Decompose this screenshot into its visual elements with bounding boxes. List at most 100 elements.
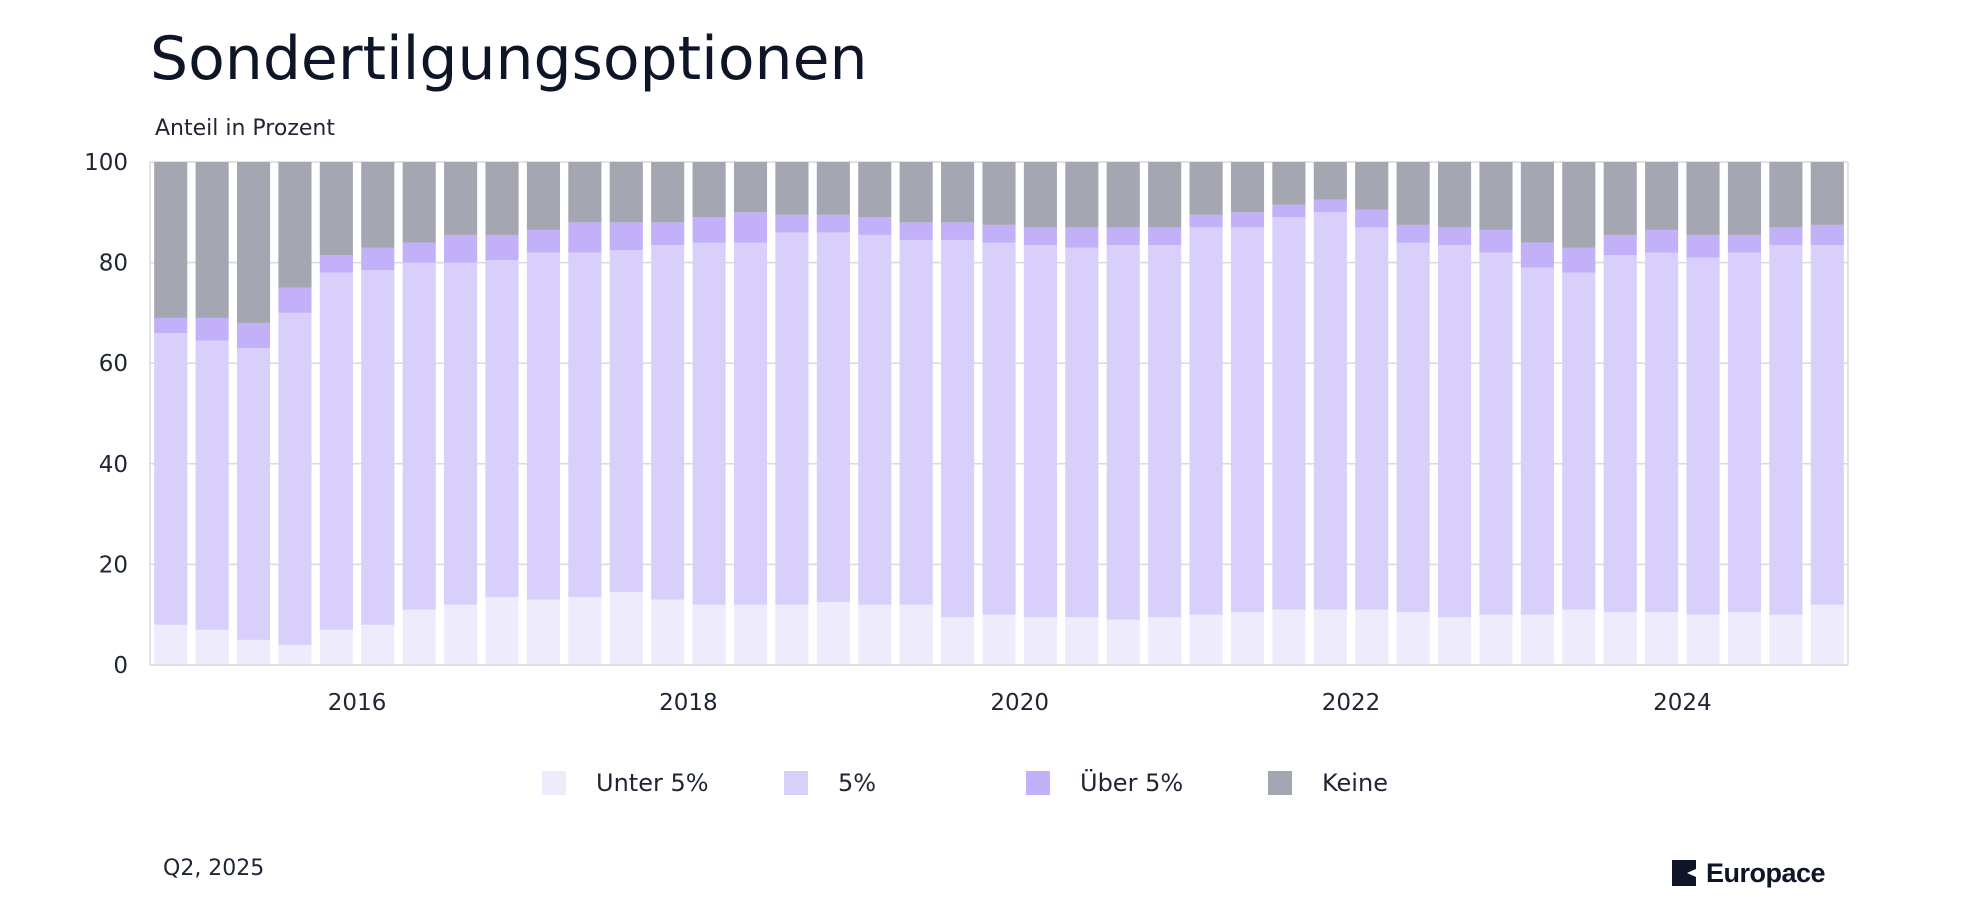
bar-segment (899, 162, 933, 223)
bar-segment (1769, 614, 1803, 665)
bar-segment (361, 247, 395, 271)
bar-segment (195, 340, 229, 630)
bar-segment (1189, 162, 1223, 215)
bar-segment (1355, 162, 1389, 210)
bar-segment (982, 224, 1016, 243)
bar-segment (1272, 162, 1306, 205)
bar-segment (1645, 162, 1679, 230)
bar-segment (1189, 227, 1223, 615)
legend-swatch-keine (1268, 771, 1292, 795)
bar-segment (278, 312, 312, 645)
bar-segment (899, 239, 933, 605)
bar-segment (568, 597, 602, 665)
bar-segment (941, 162, 975, 223)
bar-segment (1686, 614, 1720, 665)
legend-item-keine: Keine (1268, 768, 1388, 798)
bar-segment (402, 242, 436, 263)
bar-segment (1396, 612, 1430, 665)
bar-segment (941, 239, 975, 618)
bar-segment (361, 270, 395, 625)
x-tick-label: 2018 (659, 690, 718, 716)
bar-segment (1396, 162, 1430, 225)
chart-title: Sondertilgungsoptionen (150, 24, 868, 94)
bar-segment (982, 242, 1016, 615)
bar-segment (1603, 612, 1637, 665)
chart-subtitle: Anteil in Prozent (155, 116, 335, 141)
bar-segment (609, 592, 643, 665)
bar-segment (1106, 244, 1140, 620)
bar-segment (1810, 604, 1844, 665)
x-tick-label: 2020 (990, 690, 1049, 716)
bar-segment (1355, 209, 1389, 228)
bar-segment (236, 639, 271, 665)
bar-segment (1479, 229, 1513, 253)
bar-segment (319, 255, 353, 273)
bar-segment (1230, 162, 1265, 213)
bar-segment (1437, 227, 1472, 245)
bar-segment (1727, 612, 1762, 665)
bar-segment (858, 162, 892, 218)
bar-segment (1106, 227, 1140, 245)
bar-segment (858, 604, 892, 665)
chart-legend: Unter 5% 5% Über 5% Keine (0, 768, 1980, 798)
bar-segment (1686, 234, 1720, 258)
bar-segment (1148, 244, 1182, 618)
bar-segment (444, 604, 478, 665)
y-tick-label: 100 (84, 150, 128, 176)
bar-segment (651, 162, 685, 223)
brand-name: Europace (1706, 857, 1826, 888)
bar-segment (361, 624, 395, 665)
bar-segment (1148, 162, 1182, 228)
bar-segment (236, 348, 271, 640)
bar-segment (1562, 272, 1596, 610)
bar-segment (1272, 217, 1306, 610)
legend-swatch-ueber-5 (1026, 771, 1050, 795)
y-tick-label: 80 (99, 251, 128, 277)
y-tick-label: 40 (99, 452, 128, 478)
bar-segment (1520, 162, 1554, 243)
bar-segment (402, 262, 436, 610)
y-tick-label: 20 (99, 552, 128, 578)
bar-segment (1645, 229, 1679, 253)
legend-swatch-5 (784, 771, 808, 795)
bar-segment (1562, 609, 1596, 665)
bar-segment (278, 287, 312, 313)
bar-segment (568, 252, 602, 598)
bar-segment (692, 242, 726, 605)
bar-segment (319, 272, 353, 630)
bar-segment (651, 599, 685, 665)
bar-segment (1355, 609, 1389, 665)
bar-segment (775, 162, 809, 215)
bar-segment (444, 162, 478, 235)
bar-segment (1065, 162, 1099, 228)
bar-segment (1106, 162, 1140, 228)
bar-segment (154, 317, 188, 334)
bar-segment (1603, 234, 1637, 256)
bar-segment (1769, 162, 1803, 228)
y-tick-label: 0 (113, 653, 128, 679)
bar-segment (1023, 227, 1057, 245)
legend-item-unter-5: Unter 5% (542, 768, 709, 798)
bar-segment (941, 617, 975, 665)
bar-segment (1645, 252, 1679, 613)
bar-segment (816, 232, 850, 603)
bar-segment (1810, 244, 1844, 605)
bar-segment (361, 162, 395, 248)
bar-segment (154, 624, 188, 665)
bar-segment (651, 222, 685, 245)
bar-segment (236, 322, 271, 349)
bar-segment (1355, 227, 1389, 610)
bar-segment (1023, 244, 1057, 618)
bar-segment (195, 629, 229, 665)
bar-segment (1065, 247, 1099, 618)
bar-segment (982, 614, 1016, 665)
bar-segment (1437, 162, 1472, 228)
bar-segment (982, 162, 1016, 225)
bar-segment (1230, 612, 1265, 665)
bar-segment (1272, 204, 1306, 218)
bar-segment (1810, 224, 1844, 245)
x-tick-label: 2016 (328, 690, 387, 716)
legend-label-keine: Keine (1322, 769, 1388, 797)
x-tick-label: 2022 (1322, 690, 1381, 716)
bar-segment (816, 162, 850, 215)
